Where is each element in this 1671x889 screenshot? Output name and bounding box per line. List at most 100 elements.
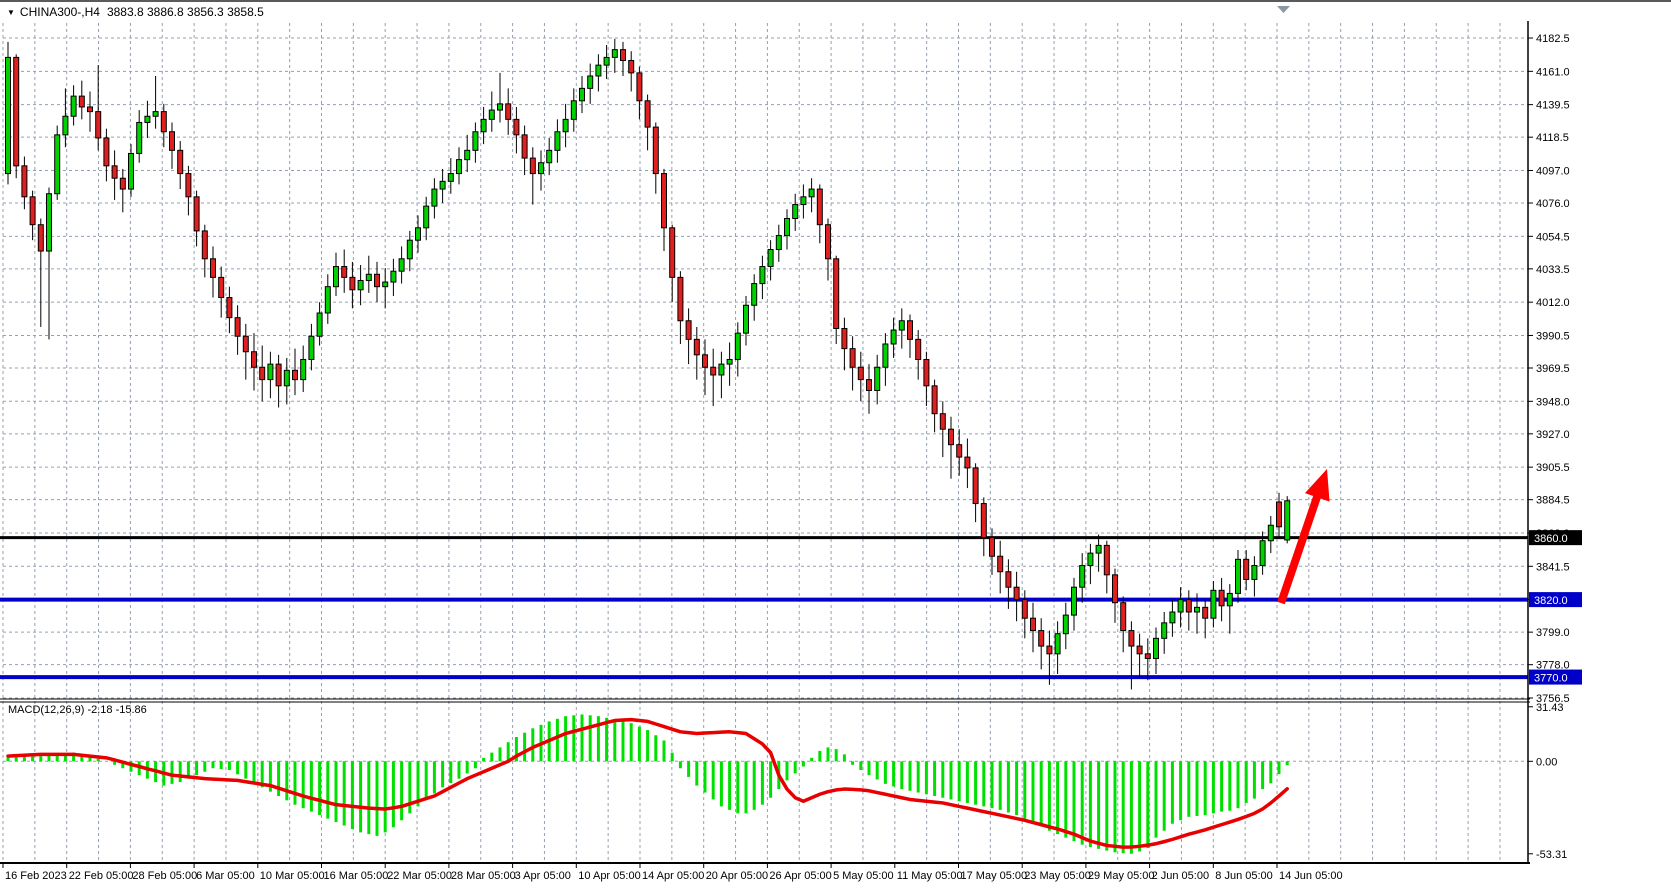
symbol-dropdown-icon[interactable]: ▼ — [7, 8, 15, 17]
candle[interactable] — [193, 196, 200, 232]
candle[interactable] — [554, 131, 561, 151]
candle[interactable] — [980, 503, 987, 539]
candle[interactable] — [693, 338, 700, 356]
candle[interactable] — [956, 444, 963, 458]
candle[interactable] — [521, 134, 528, 159]
candle[interactable] — [923, 358, 930, 387]
candle[interactable] — [1210, 589, 1217, 619]
candle[interactable] — [300, 358, 307, 381]
candle[interactable] — [1120, 602, 1127, 632]
candle[interactable] — [611, 49, 618, 58]
candle[interactable] — [283, 369, 290, 387]
candle[interactable] — [907, 320, 913, 340]
candle[interactable] — [513, 118, 520, 136]
candle[interactable] — [21, 165, 28, 198]
candle[interactable] — [1185, 599, 1192, 613]
candle[interactable] — [644, 100, 651, 128]
candle[interactable] — [1276, 501, 1282, 528]
candle[interactable] — [743, 304, 749, 334]
candle[interactable] — [177, 149, 184, 175]
candle[interactable] — [480, 118, 487, 133]
candle[interactable] — [1169, 611, 1176, 624]
candle[interactable] — [1153, 637, 1159, 659]
candle[interactable] — [661, 173, 667, 229]
candle[interactable] — [1251, 565, 1258, 580]
candle[interactable] — [1062, 614, 1069, 635]
candle[interactable] — [62, 115, 69, 136]
candle[interactable] — [497, 103, 503, 111]
candle[interactable] — [398, 258, 405, 272]
candle[interactable] — [1136, 645, 1143, 655]
candle[interactable] — [1218, 589, 1225, 607]
candle[interactable] — [595, 64, 602, 77]
candle[interactable] — [972, 467, 979, 505]
candle[interactable] — [1005, 571, 1012, 588]
candle[interactable] — [374, 273, 380, 288]
candle[interactable] — [620, 49, 626, 61]
candle[interactable] — [210, 258, 216, 278]
candle[interactable] — [857, 366, 864, 381]
candle[interactable] — [439, 180, 446, 190]
candle[interactable] — [1095, 544, 1102, 554]
candle[interactable] — [447, 173, 454, 182]
candle[interactable] — [349, 276, 356, 291]
candle[interactable] — [1071, 586, 1077, 616]
candle[interactable] — [775, 235, 782, 250]
candle[interactable] — [78, 95, 85, 108]
candle[interactable] — [849, 348, 856, 368]
candle[interactable] — [882, 343, 889, 368]
candle[interactable] — [669, 227, 676, 278]
candle[interactable] — [95, 111, 102, 139]
candle[interactable] — [1235, 558, 1241, 594]
candle[interactable] — [964, 456, 971, 469]
candle[interactable] — [259, 366, 266, 381]
candle[interactable] — [390, 270, 397, 283]
candle[interactable] — [1030, 617, 1036, 632]
candle[interactable] — [333, 266, 339, 288]
candle[interactable] — [87, 106, 93, 113]
candle[interactable] — [890, 329, 897, 345]
candle[interactable] — [1128, 630, 1135, 647]
candle[interactable] — [816, 188, 823, 226]
candle[interactable] — [808, 188, 815, 198]
candle[interactable] — [628, 59, 635, 74]
candle[interactable] — [874, 366, 881, 391]
candle[interactable] — [185, 173, 192, 198]
candle[interactable] — [718, 363, 725, 376]
candle[interactable] — [505, 103, 512, 120]
candle[interactable] — [1087, 552, 1094, 567]
candle[interactable] — [1013, 586, 1020, 601]
candle[interactable] — [1103, 544, 1110, 576]
candle[interactable] — [702, 354, 708, 368]
candle[interactable] — [562, 118, 569, 133]
candle[interactable] — [677, 276, 684, 322]
candle[interactable] — [1112, 574, 1118, 604]
candle[interactable] — [989, 537, 995, 557]
candle[interactable] — [1259, 540, 1266, 567]
candle[interactable] — [915, 338, 922, 360]
candle[interactable] — [456, 159, 462, 175]
candle[interactable] — [54, 134, 61, 195]
candle[interactable] — [636, 72, 643, 102]
candle[interactable] — [710, 366, 717, 376]
candle[interactable] — [652, 126, 659, 175]
candle[interactable] — [37, 224, 44, 252]
candle[interactable] — [767, 248, 774, 268]
candle[interactable] — [46, 193, 52, 252]
candle[interactable] — [931, 385, 938, 415]
candle[interactable] — [579, 87, 585, 102]
candle[interactable] — [538, 162, 544, 175]
candle[interactable] — [472, 131, 479, 151]
candle[interactable] — [784, 218, 790, 237]
candle[interactable] — [292, 369, 298, 381]
candle[interactable] — [160, 111, 167, 133]
candle[interactable] — [13, 56, 20, 167]
candle[interactable] — [316, 312, 323, 337]
candle[interactable] — [1177, 599, 1184, 613]
candle[interactable] — [1226, 592, 1233, 607]
candle[interactable] — [1284, 500, 1291, 541]
candle[interactable] — [357, 279, 364, 291]
candle[interactable] — [103, 137, 110, 167]
candle[interactable] — [1243, 558, 1250, 580]
candle[interactable] — [866, 379, 872, 391]
